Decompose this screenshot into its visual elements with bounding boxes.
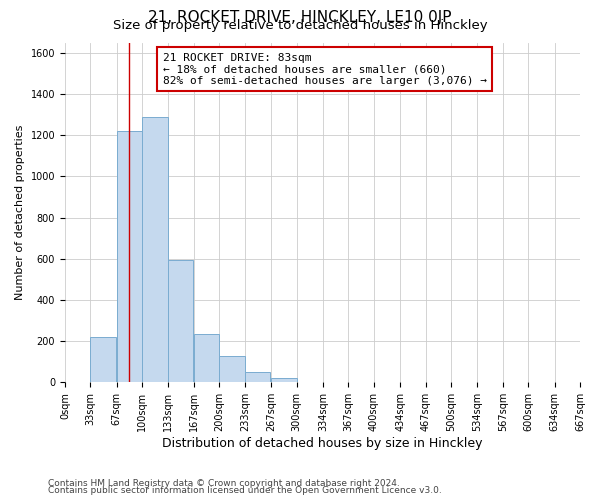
Bar <box>167 260 193 382</box>
Bar <box>116 131 142 382</box>
Bar <box>194 334 220 382</box>
Text: 21, ROCKET DRIVE, HINCKLEY, LE10 0JP: 21, ROCKET DRIVE, HINCKLEY, LE10 0JP <box>148 10 452 25</box>
Bar <box>142 116 167 382</box>
Bar <box>91 337 116 382</box>
Y-axis label: Number of detached properties: Number of detached properties <box>15 124 25 300</box>
Bar <box>245 372 271 382</box>
Text: Size of property relative to detached houses in Hinckley: Size of property relative to detached ho… <box>113 19 487 32</box>
Text: 21 ROCKET DRIVE: 83sqm
← 18% of detached houses are smaller (660)
82% of semi-de: 21 ROCKET DRIVE: 83sqm ← 18% of detached… <box>163 52 487 86</box>
Bar <box>220 356 245 382</box>
X-axis label: Distribution of detached houses by size in Hinckley: Distribution of detached houses by size … <box>162 437 483 450</box>
Text: Contains HM Land Registry data © Crown copyright and database right 2024.: Contains HM Land Registry data © Crown c… <box>48 478 400 488</box>
Bar <box>271 378 296 382</box>
Text: Contains public sector information licensed under the Open Government Licence v3: Contains public sector information licen… <box>48 486 442 495</box>
